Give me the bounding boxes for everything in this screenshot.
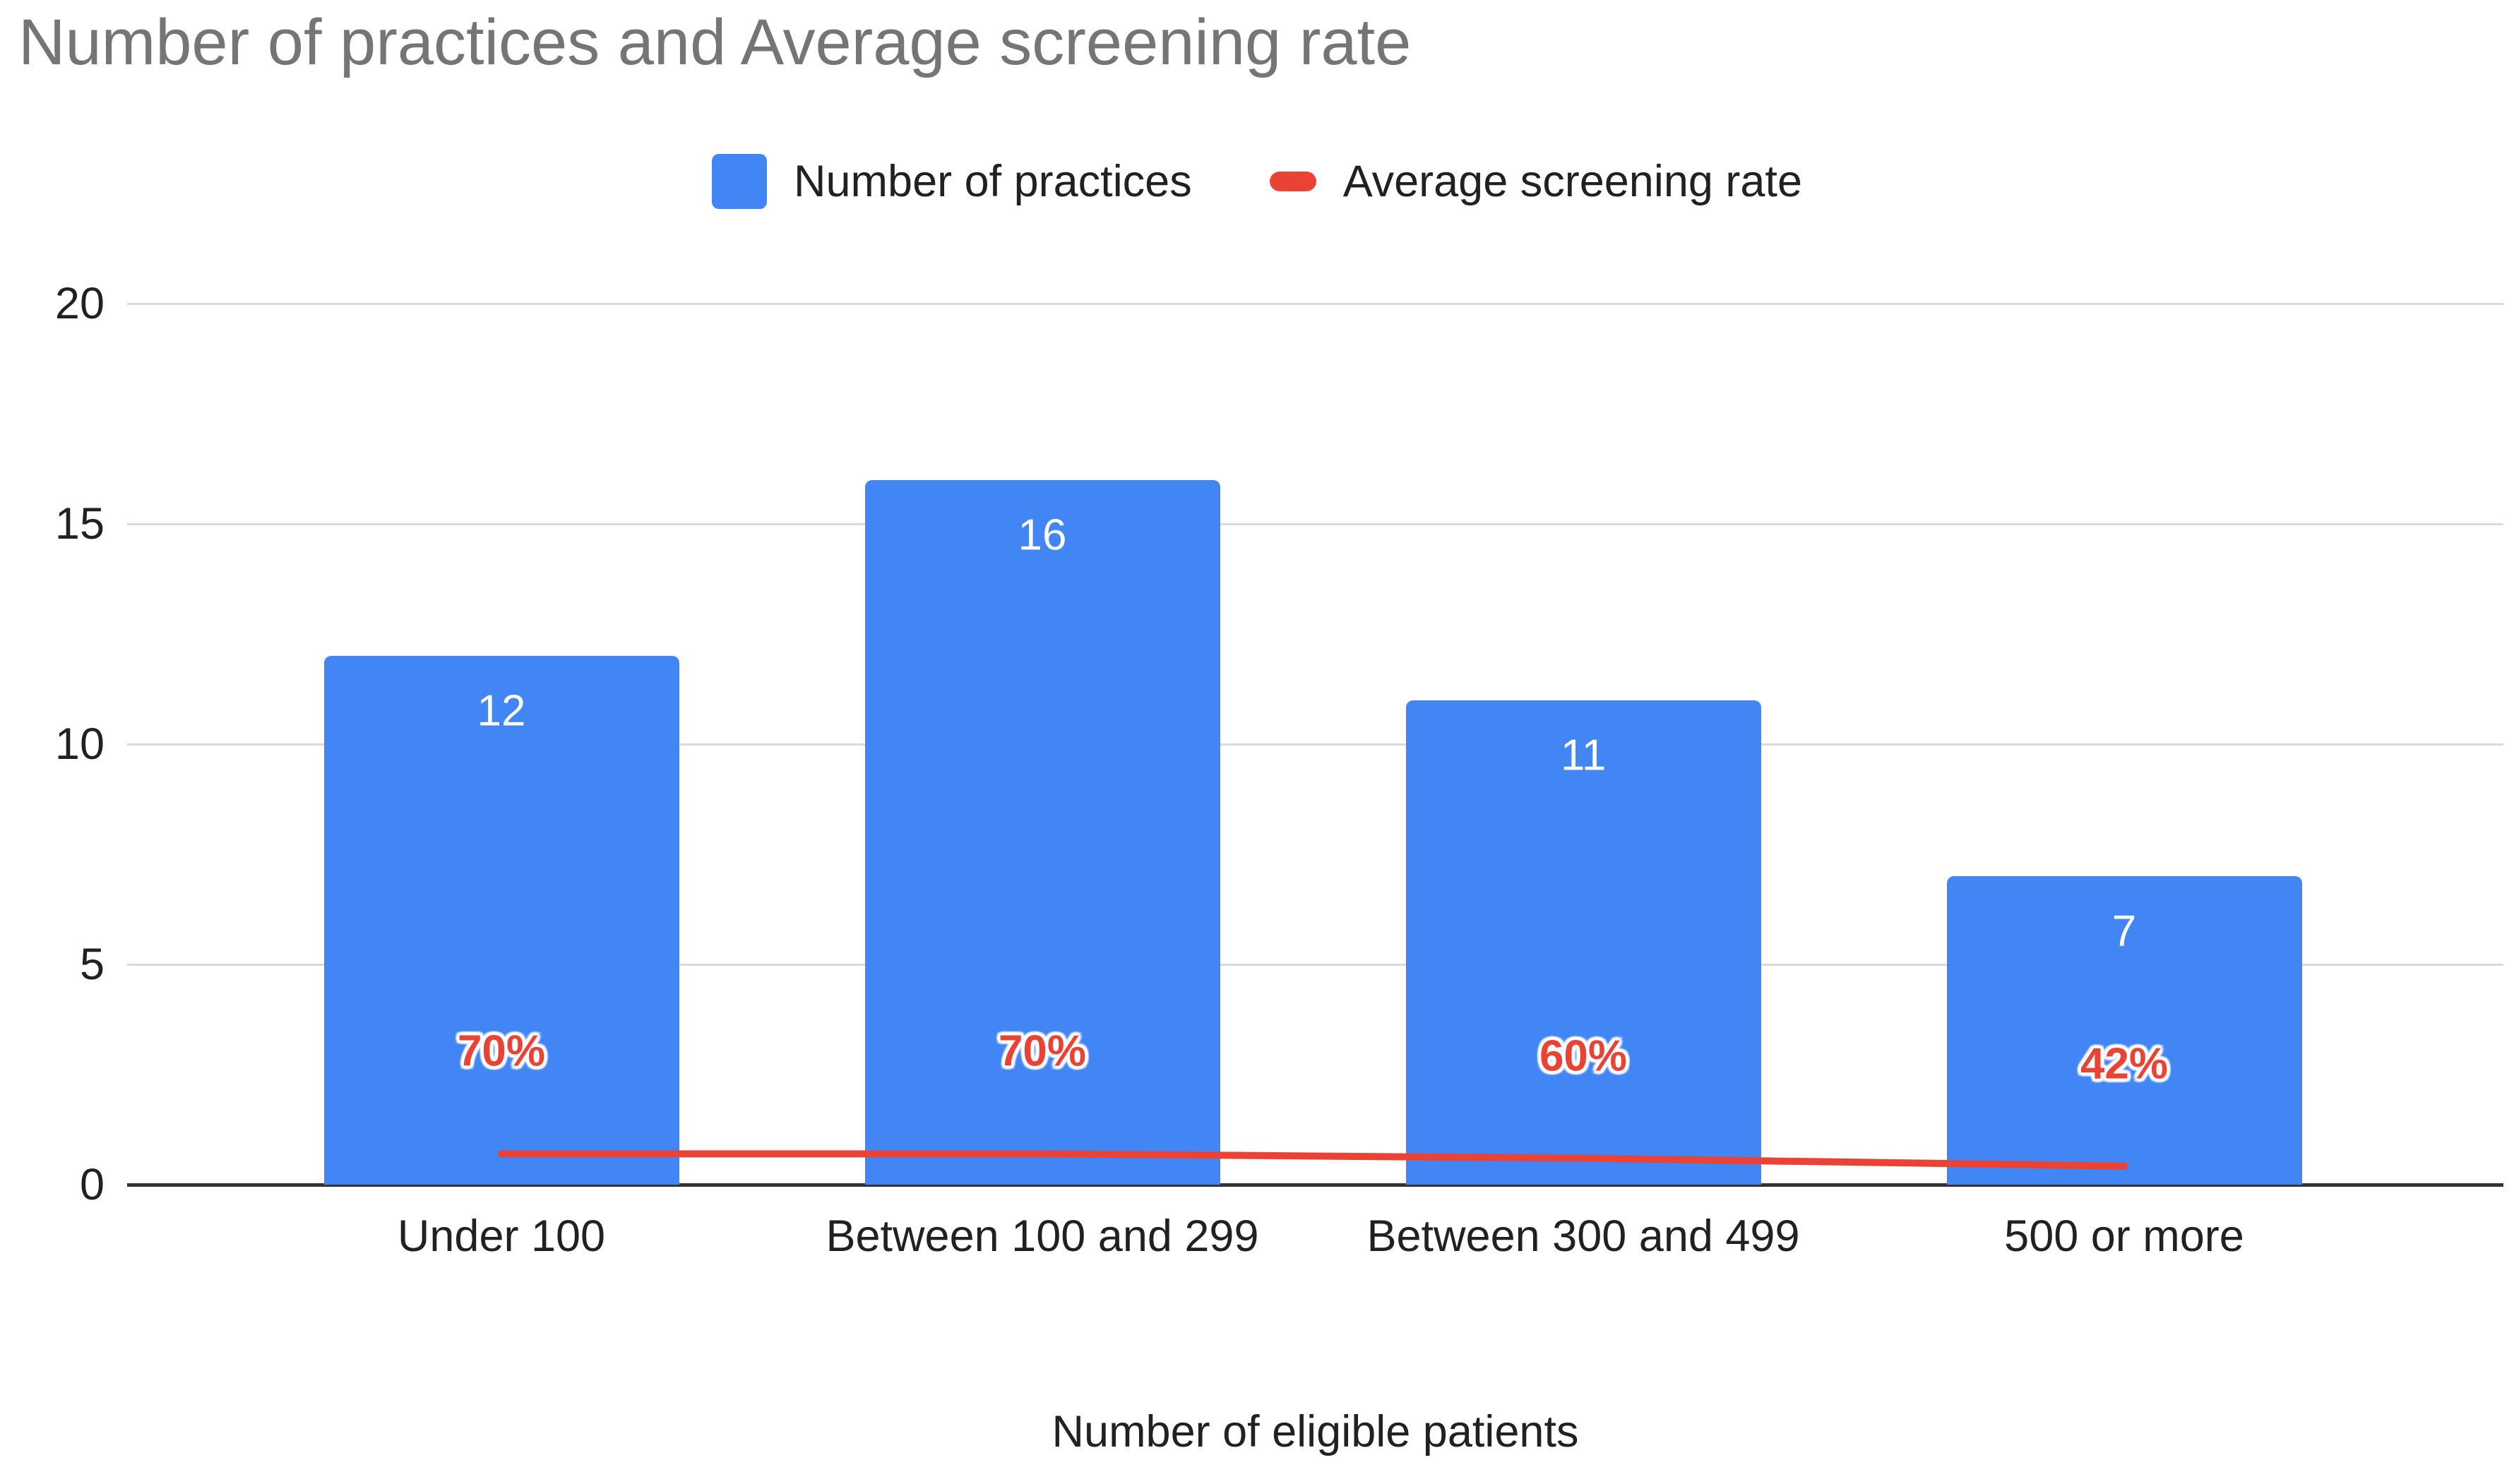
chart-title: Number of practices and Average screenin…	[18, 6, 1412, 78]
y-axis-tick-label: 20	[54, 279, 105, 328]
gridline	[127, 303, 2503, 305]
bar-3[interactable]	[1946, 876, 2302, 1185]
bar-2[interactable]	[1405, 700, 1761, 1185]
y-axis-tick-label: 10	[54, 719, 105, 769]
y-axis-tick-label: 15	[54, 499, 105, 549]
x-category-label: Between 300 and 499	[1366, 1211, 1800, 1261]
gridline	[127, 523, 2503, 525]
bar-value-label: 11	[1560, 731, 1607, 780]
legend-item-number-of-practices[interactable]: Number of practices	[712, 154, 1192, 209]
screening-rate-label: 42%	[2080, 1039, 2169, 1089]
screening-rate-label: 60%	[1539, 1031, 1628, 1081]
screening-rate-label: 70%	[457, 1027, 546, 1076]
bar-1[interactable]	[864, 479, 1220, 1185]
bar-0[interactable]	[323, 656, 679, 1185]
gridline	[127, 743, 2503, 746]
screening-rate-label: 70%	[998, 1027, 1087, 1076]
line-series-swatch-icon	[1269, 172, 1316, 191]
x-category-label: 500 or more	[2004, 1211, 2244, 1261]
y-axis-tick-label: 5	[79, 940, 105, 989]
x-axis-baseline	[127, 1183, 2503, 1187]
legend-item-average-screening-rate[interactable]: Average screening rate	[1269, 156, 1802, 207]
y-axis-tick-label: 0	[79, 1160, 105, 1209]
legend-label: Average screening rate	[1342, 157, 1802, 206]
chart-legend: Number of practices Average screening ra…	[0, 154, 2514, 209]
legend-label: Number of practices	[794, 157, 1192, 206]
x-axis-title: Number of eligible patients	[1052, 1407, 1579, 1456]
x-category-label: Between 100 and 299	[826, 1211, 1259, 1261]
bar-series-swatch-icon	[712, 154, 768, 209]
screening-rate-line[interactable]	[498, 1150, 2128, 1170]
bar-value-label: 12	[477, 686, 526, 736]
x-category-label: Under 100	[397, 1211, 606, 1261]
bar-value-label: 16	[1018, 510, 1067, 560]
bar-value-label: 7	[2111, 906, 2137, 956]
gridline	[127, 964, 2503, 966]
